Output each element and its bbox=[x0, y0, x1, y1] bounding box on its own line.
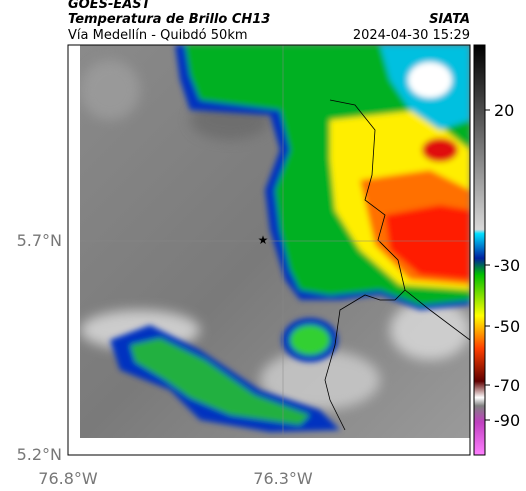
satellite: GOES-EAST bbox=[68, 0, 151, 12]
colorbar-tick-label: 20 bbox=[494, 101, 514, 120]
product: Temperatura de Brillo CH13 bbox=[68, 12, 271, 27]
lat-label: 5.2°N bbox=[17, 445, 62, 464]
colorbar-tick-label: -70 bbox=[494, 376, 520, 395]
datetime: 2024-04-30 15:29 bbox=[352, 28, 470, 43]
lon-label: 76.8°W bbox=[38, 469, 98, 488]
colorbar-tick-label: -90 bbox=[494, 411, 520, 430]
route: Vía Medellín - Quibdó 50km bbox=[68, 28, 248, 43]
source: SIATA bbox=[429, 12, 470, 27]
lon-label: 76.3°W bbox=[253, 469, 313, 488]
colorbar-tick-label: -50 bbox=[494, 317, 520, 336]
satellite-image: ★ bbox=[80, 45, 470, 438]
colorbar bbox=[473, 44, 486, 456]
svg-text:★: ★ bbox=[258, 233, 269, 247]
lat-label: 5.7°N bbox=[17, 231, 62, 250]
colorbar-tick-label: -30 bbox=[494, 256, 520, 275]
